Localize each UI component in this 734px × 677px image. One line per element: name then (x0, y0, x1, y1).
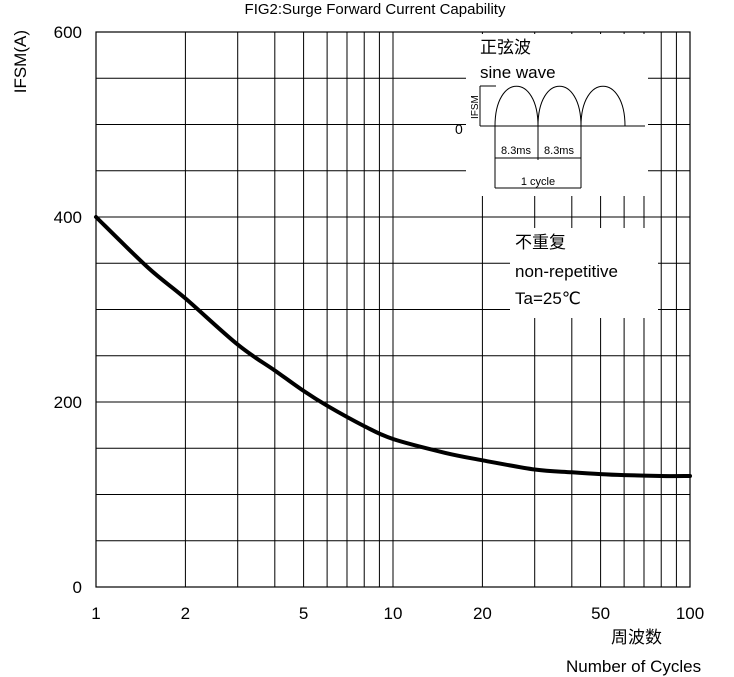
condition-note: 不重复 non-repetitive Ta=25℃ (515, 233, 618, 308)
inset-background (466, 34, 648, 196)
inset-zero-label: 0 (455, 121, 463, 137)
period-label-1: 8.3ms (501, 145, 531, 157)
y-axis-label: IFSM(A) (11, 30, 30, 93)
chart-title: FIG2:Surge Forward Current Capability (245, 1, 506, 18)
condition-english: non-repetitive (515, 262, 618, 281)
y-tick-label: 400 (54, 208, 82, 227)
sine-wave-inset: 正弦波 sine wave IFSM 0 8.3ms 8.3ms 1 cycle (455, 38, 645, 189)
x-tick-label: 10 (384, 604, 403, 623)
x-tick-label: 1 (91, 604, 100, 623)
period-label-2: 8.3ms (544, 145, 574, 157)
x-tick-label: 100 (676, 604, 704, 623)
y-tick-label: 0 (73, 578, 82, 597)
plot-frame (95, 31, 691, 588)
inset-chinese-label: 正弦波 (480, 38, 531, 58)
sine-hump-1 (494, 85, 539, 127)
x-tick-label: 2 (181, 604, 190, 623)
condition-temperature: Ta=25℃ (515, 289, 581, 308)
sine-hump-3 (580, 85, 626, 127)
condition-note-background (510, 228, 658, 318)
y-tick-label: 200 (54, 393, 82, 412)
x-axis-label-chinese: 周波数 (611, 628, 662, 648)
x-tick-label: 5 (299, 604, 308, 623)
sine-hump-2 (537, 85, 582, 127)
y-tick-labels: 0 200 400 600 (54, 23, 82, 597)
inset-ifsm-label: IFSM (470, 95, 481, 119)
condition-chinese: 不重复 (515, 233, 566, 253)
x-tick-label: 20 (473, 604, 492, 623)
surge-current-curve (94, 215, 692, 479)
inset-english-label: sine wave (480, 63, 556, 82)
x-axis-label: Number of Cycles (566, 657, 701, 676)
x-tick-labels: 1 2 5 10 20 50 100 (91, 604, 704, 623)
cycle-label: 1 cycle (521, 176, 555, 188)
y-tick-label: 600 (54, 23, 82, 42)
x-tick-label: 50 (591, 604, 610, 623)
